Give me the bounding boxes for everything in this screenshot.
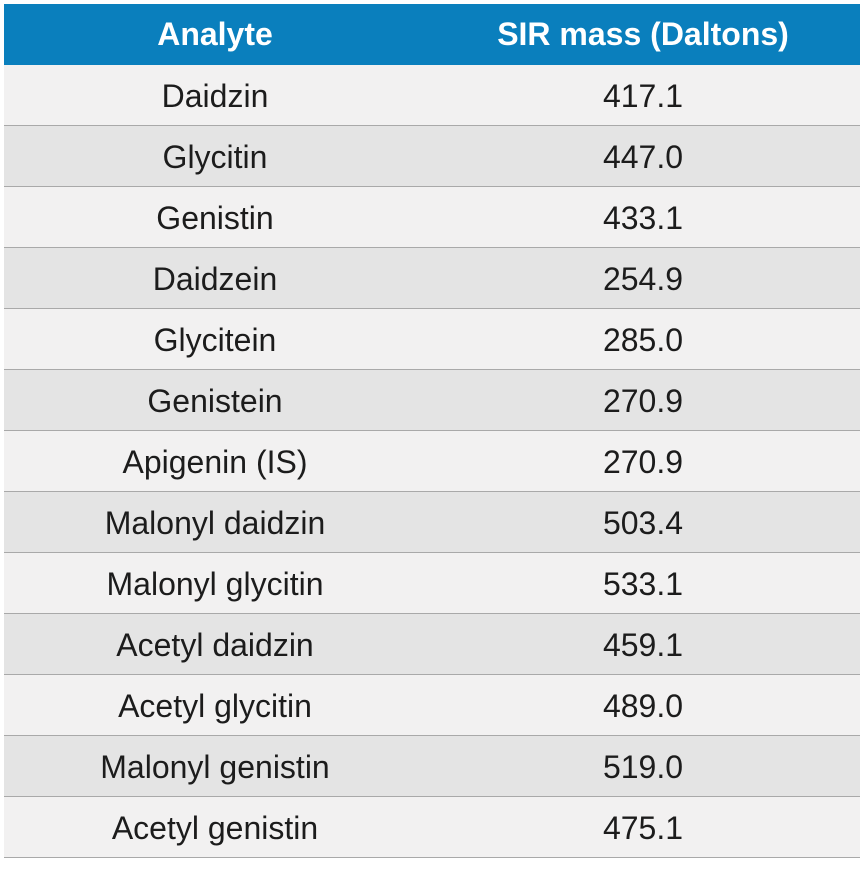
table-row: Apigenin (IS) 270.9 [4, 431, 860, 492]
mass-cell: 433.1 [602, 200, 684, 236]
analyte-cell: Acetyl daidzin [116, 627, 314, 663]
mass-cell: 489.0 [602, 688, 684, 724]
table-row: Glycitin 447.0 [4, 126, 860, 187]
mass-cell: 417.1 [602, 78, 684, 114]
header-sir-mass: SIR mass (Daltons) [497, 16, 789, 52]
mass-cell: 503.4 [602, 505, 684, 541]
mass-cell: 475.1 [602, 810, 684, 846]
analyte-cell: Daidzein [152, 261, 278, 297]
table-body: Daidzin 417.1 Glycitin 447.0 Genistin 43… [4, 65, 860, 858]
mass-cell: 270.9 [602, 383, 684, 419]
analyte-cell: Apigenin (IS) [122, 444, 308, 480]
mass-cell: 533.1 [602, 566, 684, 602]
analyte-cell: Glycitein [153, 322, 277, 358]
mass-cell: 270.9 [602, 444, 684, 480]
analyte-cell: Genistein [147, 383, 283, 419]
mass-cell: 447.0 [602, 139, 684, 175]
mass-cell: 285.0 [602, 322, 684, 358]
table-row: Glycitein 285.0 [4, 309, 860, 370]
table-row: Daidzin 417.1 [4, 65, 860, 126]
analyte-cell: Malonyl genistin [100, 749, 330, 785]
table-row: Daidzein 254.9 [4, 248, 860, 309]
table-header: Analyte SIR mass (Daltons) [4, 4, 860, 65]
table-row: Genistin 433.1 [4, 187, 860, 248]
table-row: Malonyl genistin 519.0 [4, 736, 860, 797]
table-row: Acetyl glycitin 489.0 [4, 675, 860, 736]
table-row: Malonyl glycitin 533.1 [4, 553, 860, 614]
table-row: Acetyl genistin 475.1 [4, 797, 860, 858]
analyte-cell: Malonyl glycitin [106, 566, 324, 602]
mass-cell: 459.1 [602, 627, 684, 663]
analyte-cell: Acetyl genistin [111, 810, 319, 846]
table-row: Malonyl daidzin 503.4 [4, 492, 860, 553]
analyte-cell: Malonyl daidzin [104, 505, 326, 541]
analyte-cell: Glycitin [162, 139, 268, 175]
table-row: Acetyl daidzin 459.1 [4, 614, 860, 675]
mass-cell: 519.0 [602, 749, 684, 785]
analyte-cell: Genistin [156, 200, 274, 236]
analyte-cell: Acetyl glycitin [118, 688, 312, 724]
analyte-cell: Daidzin [161, 78, 269, 114]
header-analyte: Analyte [157, 16, 273, 52]
mass-cell: 254.9 [602, 261, 684, 297]
table-row: Genistein 270.9 [4, 370, 860, 431]
